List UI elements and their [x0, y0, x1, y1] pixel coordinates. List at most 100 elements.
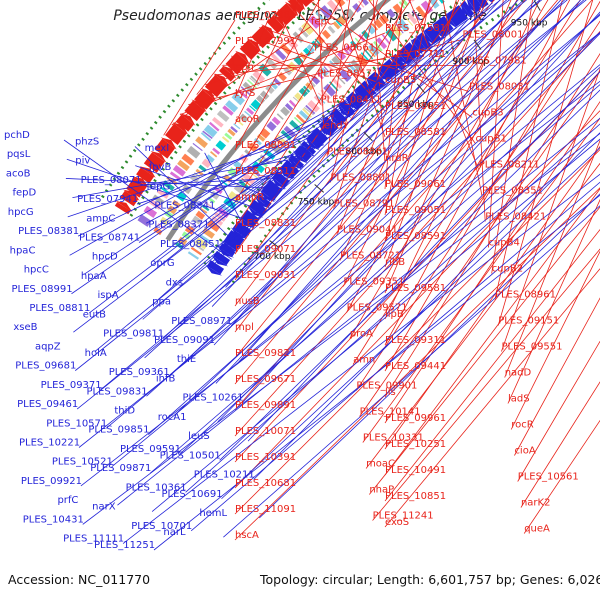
forward-gene-label: cupB1	[475, 134, 506, 145]
gene-feature	[415, 5, 427, 18]
forward-label-line	[362, 117, 600, 443]
gene-feature	[195, 136, 208, 149]
forward-label-line	[514, 297, 600, 456]
reverse-gene-label: PLES_09091	[154, 335, 215, 346]
forward-gene-label: endY	[324, 121, 350, 132]
forward-label-line	[234, 0, 320, 151]
forward-label-line	[179, 32, 386, 116]
reverse-label-line	[89, 0, 502, 314]
forward-gene-label: PLES_08961	[495, 290, 556, 301]
forward-label-line	[326, 0, 351, 157]
gene-feature	[205, 154, 215, 163]
gene-feature	[250, 75, 261, 85]
gene-feature	[292, 96, 300, 103]
reverse-gene-label: hpcD	[92, 252, 118, 263]
reverse-label-line	[117, 117, 600, 506]
reverse-gene-label: PLES_07941	[77, 194, 138, 205]
gene-feature	[354, 37, 362, 45]
gene-feature	[280, 106, 291, 117]
gene-feature	[172, 165, 186, 177]
forward-label-line	[163, 19, 236, 136]
gene-feature	[202, 130, 213, 140]
gene-feature	[233, 160, 243, 171]
forward-label-line	[368, 0, 476, 144]
forward-gene-label: PLES_08351	[482, 186, 543, 197]
reverse-gene-label: PLES_08381	[18, 226, 79, 237]
gene-feature	[251, 25, 274, 49]
forward-label-line	[234, 18, 270, 99]
gene-feature	[193, 242, 205, 252]
reverse-gene-label: aqpZ	[35, 341, 61, 352]
forward-label-line	[205, 52, 315, 86]
forward-gene-label: PLES_09961	[385, 413, 446, 424]
forward-gene-label: narK2	[521, 498, 551, 509]
gene-arrow	[230, 227, 248, 240]
forward-gene-label: PLES_09061	[385, 179, 446, 190]
reverse-gene-label: hpcC	[24, 265, 49, 276]
gene-arrow	[254, 196, 271, 209]
gene-feature	[221, 136, 230, 143]
forward-gene-label: PLES_08031	[469, 82, 530, 93]
gene-arrow	[312, 0, 315, 3]
gene-feature	[218, 66, 235, 82]
reverse-gene-label: hpaC	[10, 245, 36, 256]
reverse-label-line	[211, 0, 501, 307]
reverse-gene-label: PLES_09871	[90, 463, 151, 474]
forward-gene-label: PLES_09821	[235, 348, 296, 359]
forward-label-line	[442, 0, 483, 196]
reverse-gene-label: mexI	[145, 143, 170, 154]
gene-feature	[137, 214, 152, 227]
gene-feature	[305, 82, 314, 91]
gene-feature	[325, 63, 333, 71]
forward-label-line	[234, 0, 412, 255]
reverse-gene-label: narX	[92, 502, 116, 513]
gene-feature	[225, 100, 239, 113]
gene-feature	[236, 119, 244, 126]
forward-gene-label: PLES_09311	[385, 335, 446, 346]
gene-feature	[274, 48, 287, 61]
forward-label-line	[349, 0, 549, 339]
reverse-gene-label: eutB	[83, 309, 106, 320]
forward-gene-label: ladS	[508, 394, 530, 405]
reverse-gene-label: rocA1	[158, 412, 187, 423]
gene-feature	[256, 133, 266, 142]
ruler-tick-label: 950 kbp	[511, 19, 548, 29]
reverse-gene-label: PLES_09921	[21, 476, 82, 487]
gene-feature	[255, 95, 266, 105]
reverse-label-line	[82, 133, 600, 525]
reverse-gene-label: PLES_10261	[182, 393, 243, 404]
gene-feature	[222, 105, 234, 116]
forward-label-line	[234, 187, 600, 541]
forward-gene-label: PLES_08511	[235, 166, 296, 177]
reverse-label-line	[215, 0, 582, 384]
gene-feature	[338, 69, 352, 82]
gene-feature	[263, 148, 276, 160]
forward-label-line	[372, 0, 386, 164]
forward-gene-label: cupB5	[385, 75, 416, 86]
gene-feature	[327, 25, 336, 34]
gene-feature	[404, 16, 414, 27]
reverse-gene-label: PLES_11111	[63, 534, 124, 545]
gene-arrow	[150, 150, 167, 163]
gene-arrow	[217, 246, 235, 258]
forward-gene-label: PLES_08091	[235, 140, 296, 151]
forward-gene-label: PLES_09071	[235, 244, 296, 255]
reverse-label-line	[146, 112, 355, 224]
gene-feature	[175, 114, 194, 132]
gene-feature	[171, 199, 181, 209]
gene-feature	[230, 126, 238, 133]
gene-arrow	[488, 0, 494, 4]
gene-feature	[274, 137, 286, 148]
reverse-gene-label: PLES_10431	[23, 514, 84, 525]
gene-feature	[360, 52, 371, 63]
forward-gene-label: PLES_09441	[385, 361, 446, 372]
gene-feature	[212, 147, 221, 155]
gene-feature	[277, 72, 287, 82]
gene-feature	[136, 167, 155, 184]
reverse-label-line	[73, 0, 511, 333]
gene-feature	[321, 29, 331, 40]
forward-gene-label: PLES_11091	[235, 504, 296, 515]
gene-feature	[187, 251, 199, 260]
gene-feature	[276, 134, 288, 145]
forward-label-line	[234, 0, 364, 203]
